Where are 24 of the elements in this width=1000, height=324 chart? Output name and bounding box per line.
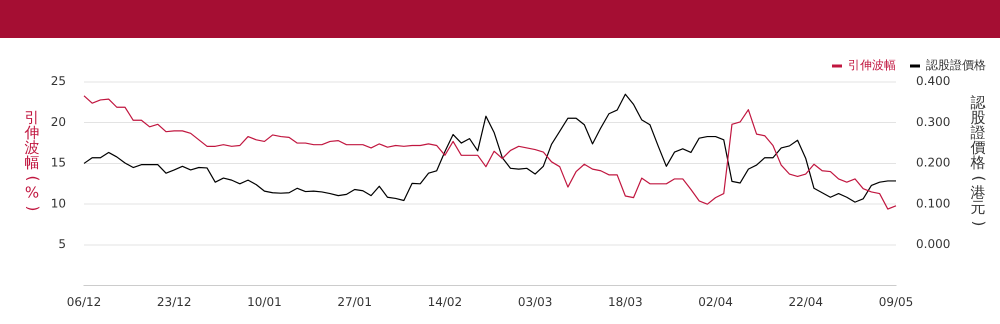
y-tick-label: 10 [50, 196, 66, 210]
x-tick-label: 22/04 [788, 294, 824, 309]
text: 認股證價格 (港元) [970, 93, 988, 226]
y-tick-label: 5 [58, 237, 66, 252]
x-tick-label: 10/01 [247, 294, 282, 309]
legend-label: 認股證價格 [926, 58, 986, 72]
x-tick-label: 09/05 [878, 294, 914, 309]
x-tick-label: 02/04 [698, 294, 733, 309]
x-tick-label: 14/02 [428, 294, 462, 309]
x-tick-label: 27/01 [337, 294, 372, 309]
x-tick-label: 23/12 [156, 294, 192, 309]
x-tick-label: 06/12 [66, 294, 102, 309]
x-tick-label: 03/03 [518, 294, 552, 309]
y2-tick-label: 0.400 [916, 74, 950, 88]
y-tick-label: 20 [50, 114, 66, 129]
y2-tick-label: 0.300 [916, 114, 950, 129]
y-axis-title: 引伸波幅 (%) [24, 108, 42, 212]
y-tick-label: 15 [50, 156, 66, 170]
y2-tick-label: 0.100 [916, 196, 950, 210]
x-tick-label: 18/03 [608, 294, 643, 309]
y-tick-label: 25 [50, 74, 66, 88]
legend-label: 引伸波幅 [848, 58, 896, 72]
y2-tick-label: 0.000 [916, 237, 950, 252]
y2-tick-label: 0.200 [916, 156, 950, 170]
